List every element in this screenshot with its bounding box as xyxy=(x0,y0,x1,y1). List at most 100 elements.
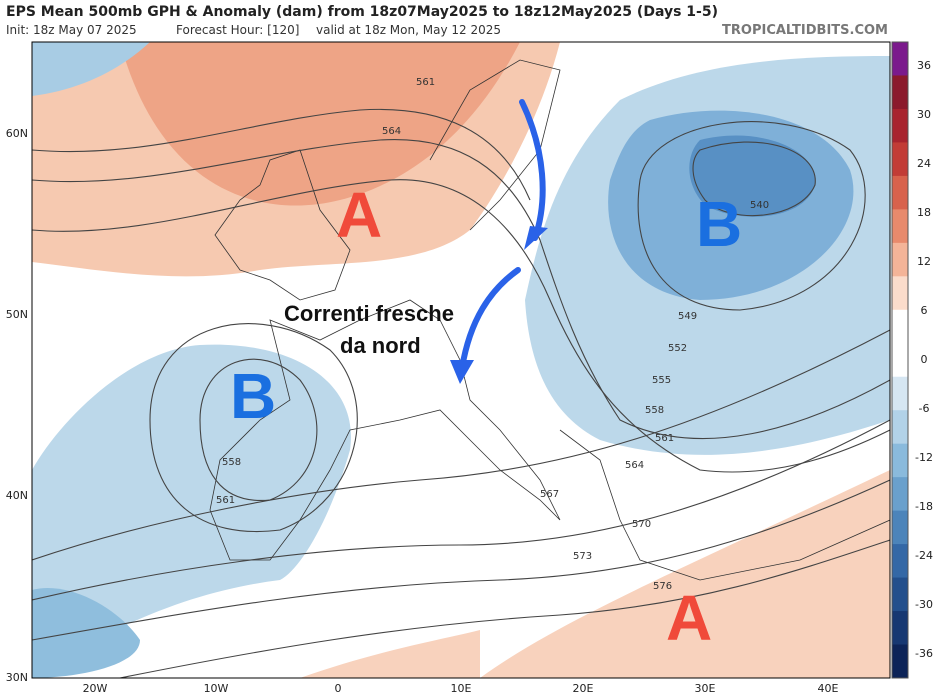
lon-label: 20W xyxy=(83,682,108,695)
colorbar-swatch xyxy=(892,611,908,646)
init-time: Init: 18z May 07 2025 xyxy=(6,23,137,37)
colorbar-tick-label: 24 xyxy=(917,157,931,170)
contour xyxy=(119,539,890,678)
colorbar-tick-label: 30 xyxy=(917,108,931,121)
colorbar-tick-label: 6 xyxy=(921,304,928,317)
colorbar: 36 30 24 18 12 6 0 -6 -12 -18 -24 -30 -36 xyxy=(891,41,933,679)
colorbar-tick-label: 0 xyxy=(921,353,928,366)
colorbar-tick-label: -18 xyxy=(915,500,933,513)
negative-anomaly-strong xyxy=(32,588,140,678)
negative-anomaly-core xyxy=(689,135,816,217)
negative-anomaly xyxy=(32,344,351,678)
colorbar-swatch xyxy=(892,42,908,76)
contour xyxy=(637,121,866,311)
contour-label: 564 xyxy=(625,460,644,471)
colorbar-tick-label: -6 xyxy=(919,402,930,415)
contour-label: 573 xyxy=(573,551,592,562)
arrow xyxy=(459,267,521,371)
lon-label: 10E xyxy=(451,682,472,695)
colorbar-swatch xyxy=(892,276,908,311)
coastline xyxy=(209,299,561,561)
contour-label: 561 xyxy=(216,495,235,506)
colorbar-swatch xyxy=(892,577,908,612)
coastline xyxy=(559,429,890,581)
colorbar-swatch xyxy=(892,644,908,679)
colorbar-swatch xyxy=(892,175,908,210)
lon-label: 0 xyxy=(335,682,342,695)
coastline xyxy=(429,59,561,231)
contour xyxy=(32,138,890,440)
lat-label: 60N xyxy=(6,127,28,140)
colorbar-swatch xyxy=(892,108,908,143)
contour xyxy=(692,141,816,217)
colorbar-swatch xyxy=(892,142,908,177)
contour-label: 561 xyxy=(655,433,674,444)
colorbar-tick-label: 18 xyxy=(917,206,931,219)
contour-label: 552 xyxy=(668,343,687,354)
colorbar-tick-label: 36 xyxy=(917,59,931,72)
colorbar-swatch xyxy=(892,309,908,344)
low-label: B xyxy=(230,360,276,432)
positive-anomaly xyxy=(300,630,480,678)
negative-anomaly xyxy=(32,42,150,96)
low-label: B xyxy=(696,188,742,260)
lat-label: 30N xyxy=(6,671,28,684)
contours xyxy=(32,108,890,678)
colorbar-swatch xyxy=(892,443,908,478)
lon-label: 30E xyxy=(695,682,716,695)
contour xyxy=(32,179,890,473)
lon-label: 10W xyxy=(204,682,229,695)
colorbar-swatch xyxy=(892,209,908,244)
colorbar-swatch xyxy=(892,242,908,277)
lon-labels: 20W 10W 0 10E 20E 30E 40E xyxy=(83,682,839,695)
contour xyxy=(32,479,890,641)
colorbar-frame xyxy=(891,41,909,679)
colorbar-tick-label: -30 xyxy=(915,598,933,611)
colorbar-tick-label: -36 xyxy=(915,647,933,660)
contour xyxy=(32,108,531,201)
lat-label: 40N xyxy=(6,489,28,502)
map-frame xyxy=(31,41,891,679)
contour-label: 549 xyxy=(678,311,697,322)
arrow-head xyxy=(524,226,548,250)
lat-labels: 60N 50N 40N 30N xyxy=(6,127,28,684)
contour-label: 540 xyxy=(750,200,769,211)
colorbar-swatch xyxy=(892,477,908,512)
contour-label: 558 xyxy=(222,457,241,468)
contour-label: 576 xyxy=(653,581,672,592)
forecast-hour: Forecast Hour: [120] xyxy=(176,23,299,37)
annotation-text: Correnti fresche xyxy=(284,301,454,326)
colorbar-tick-label: -12 xyxy=(915,451,933,464)
contour-label: 564 xyxy=(382,126,401,137)
contour xyxy=(149,323,358,532)
lat-label: 50N xyxy=(6,308,28,321)
flow-arrows xyxy=(459,99,546,371)
arrow-head xyxy=(450,360,474,384)
colorbar-swatch xyxy=(892,75,908,110)
contour xyxy=(32,419,890,601)
contour-label: 561 xyxy=(416,77,435,88)
colorbar-tick-label: -24 xyxy=(915,549,933,562)
contour xyxy=(32,329,890,561)
high-label: A xyxy=(336,179,382,251)
colorbar-swatch xyxy=(892,544,908,579)
coastline xyxy=(214,149,351,301)
lon-label: 40E xyxy=(818,682,839,695)
contour-label: 567 xyxy=(540,489,559,500)
source: TROPICALTIDBITS.COM xyxy=(722,23,888,38)
contour-label: 558 xyxy=(645,405,664,416)
title: EPS Mean 500mb GPH & Anomaly (dam) from … xyxy=(6,4,718,20)
contour-label: 570 xyxy=(632,519,651,530)
arrow xyxy=(519,99,546,241)
colorbar-swatch xyxy=(892,343,908,378)
annotation-text: da nord xyxy=(340,333,421,358)
map-area: 561 564 540 549 552 555 558 561 564 567 … xyxy=(32,42,890,678)
colorbar-swatch xyxy=(892,376,908,411)
high-label: A xyxy=(666,582,712,654)
colorbar-swatch xyxy=(892,410,908,445)
colorbar-swatch xyxy=(892,510,908,545)
contour-label: 555 xyxy=(652,375,671,386)
contour xyxy=(199,358,318,501)
